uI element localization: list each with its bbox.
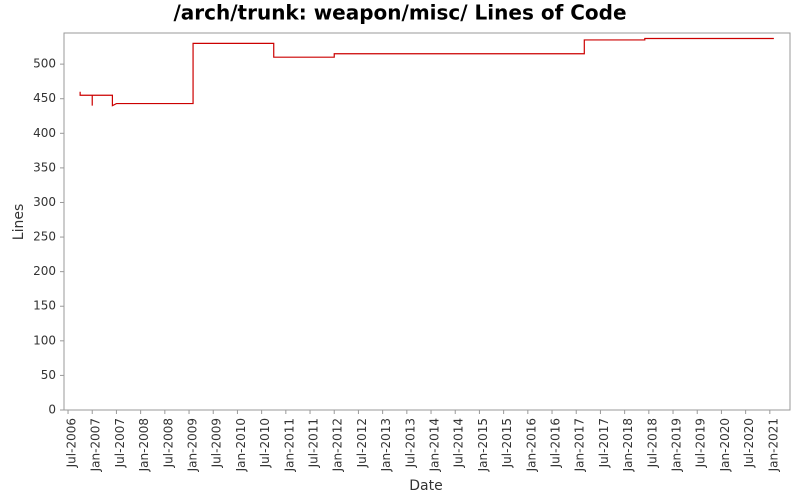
x-tick-label: Jul-2014 xyxy=(452,418,466,468)
x-axis-title: Date xyxy=(409,478,442,494)
x-tick-label: Jan-2020 xyxy=(718,418,732,472)
plot-area xyxy=(63,32,791,411)
y-tick-label: 200 xyxy=(33,264,56,278)
x-tick-label: Jul-2006 xyxy=(65,418,79,468)
x-tick-label: Jul-2010 xyxy=(258,418,272,468)
x-tick-label: Jul-2015 xyxy=(500,418,514,468)
x-tick-label: Jul-2008 xyxy=(161,418,175,468)
y-tick-label: 450 xyxy=(33,91,56,105)
x-tick-label: Jul-2020 xyxy=(742,418,756,468)
x-tick-label: Jul-2013 xyxy=(403,418,417,468)
x-tick-label: Jan-2017 xyxy=(573,418,587,472)
x-tick-label: Jan-2008 xyxy=(137,418,151,472)
x-tick-label: Jan-2013 xyxy=(379,418,393,472)
x-tick-label: Jan-2018 xyxy=(621,418,635,472)
y-tick-label: 0 xyxy=(48,403,56,417)
x-tick-label: Jul-2009 xyxy=(210,418,224,468)
x-tick-label: Jul-2007 xyxy=(113,418,127,468)
chart-title: /arch/trunk: weapon/misc/ Lines of Code xyxy=(173,1,626,25)
x-tick-label: Jan-2010 xyxy=(234,418,248,472)
y-tick-label: 250 xyxy=(33,230,56,244)
x-tick-label: Jan-2014 xyxy=(428,418,442,472)
data-line xyxy=(79,37,774,107)
x-tick-label: Jul-2012 xyxy=(355,418,369,468)
x-tick-label: Jan-2021 xyxy=(766,418,780,472)
x-tick-label: Jan-2007 xyxy=(89,418,103,472)
y-axis-title: Lines xyxy=(11,204,27,240)
y-tick-label: 400 xyxy=(33,126,56,140)
x-tick-label: Jan-2011 xyxy=(282,418,296,472)
x-tick-label: Jul-2018 xyxy=(645,418,659,468)
y-tick-label: 300 xyxy=(33,195,56,209)
x-tick-label: Jan-2019 xyxy=(670,418,684,472)
x-tick-label: Jul-2019 xyxy=(694,418,708,468)
y-tick-label: 500 xyxy=(33,57,56,71)
y-tick-label: 350 xyxy=(33,160,56,174)
x-tick-label: Jul-2016 xyxy=(549,418,563,468)
y-tick-label: 100 xyxy=(33,333,56,347)
x-tick-label: Jul-2011 xyxy=(307,418,321,468)
y-tick-label: 150 xyxy=(33,299,56,313)
x-tick-label: Jan-2009 xyxy=(186,418,200,472)
x-tick-label: Jan-2016 xyxy=(524,418,538,472)
x-tick-label: Jul-2017 xyxy=(597,418,611,468)
y-tick-label: 50 xyxy=(41,368,56,382)
x-tick-label: Jan-2015 xyxy=(476,418,490,472)
x-tick-label: Jan-2012 xyxy=(331,418,345,472)
